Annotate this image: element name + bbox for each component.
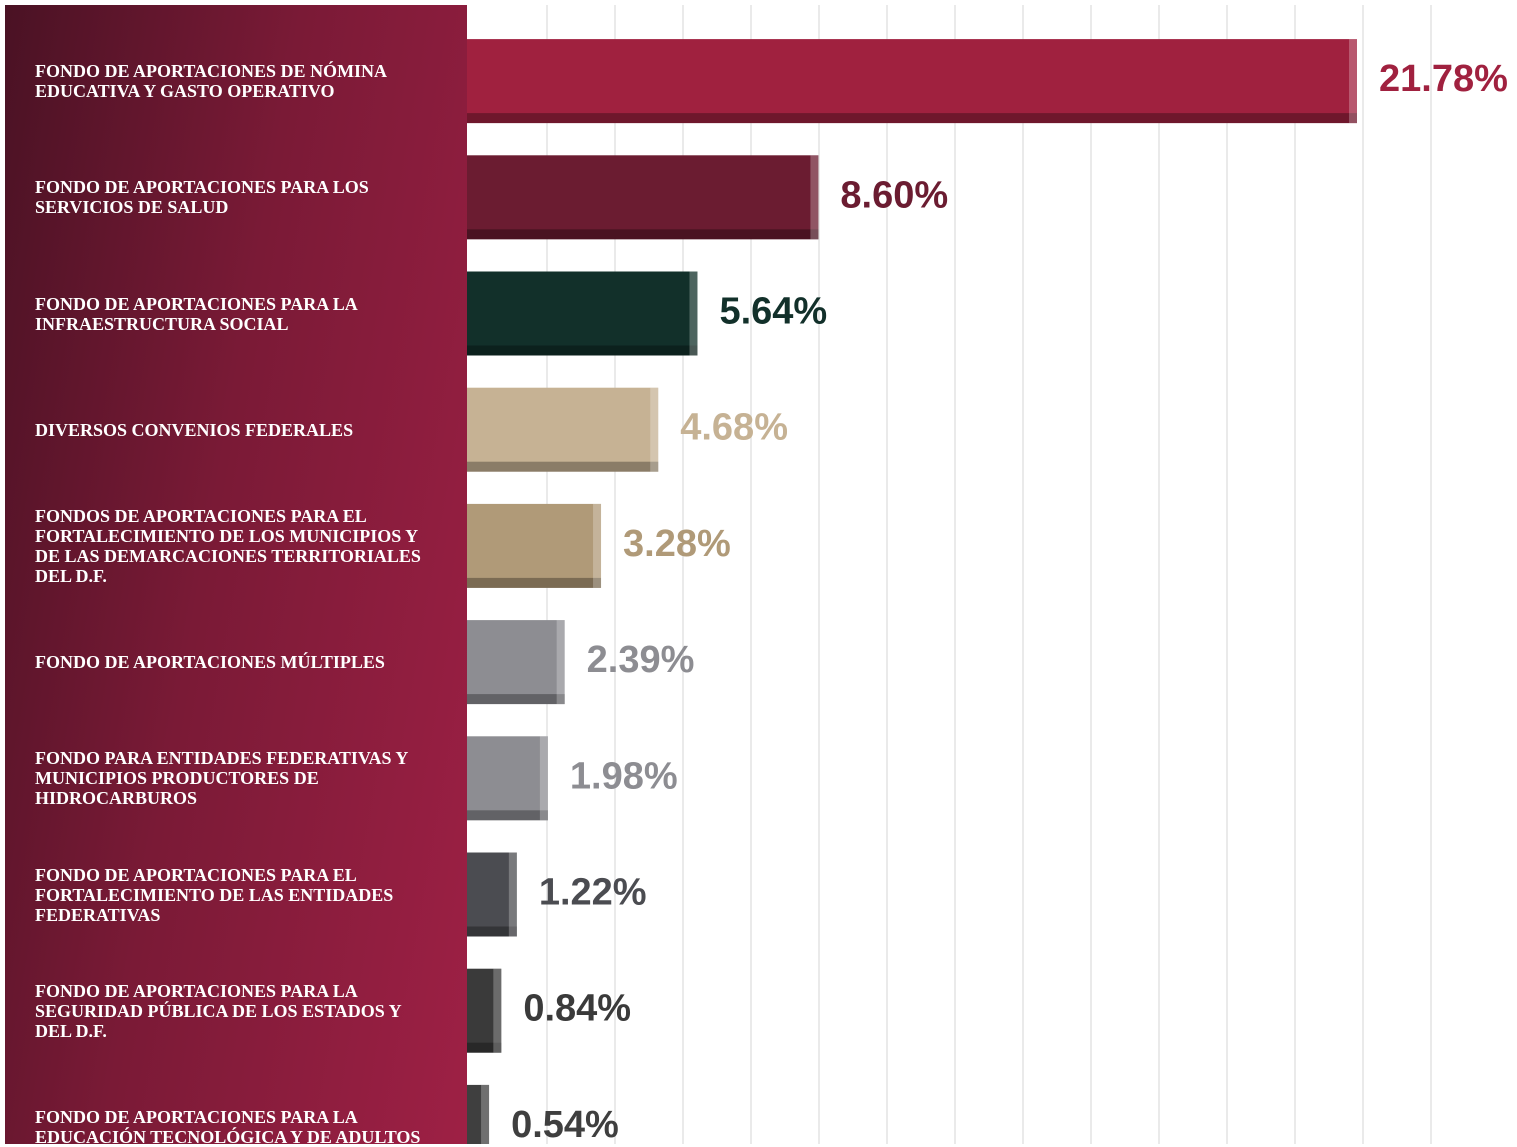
bar-edge bbox=[556, 620, 565, 705]
bar-edge bbox=[593, 503, 602, 588]
bar-shadow bbox=[467, 113, 1357, 124]
bar-shadow bbox=[467, 577, 602, 588]
bar bbox=[467, 968, 502, 1053]
bar-edge bbox=[810, 155, 819, 240]
bar-group bbox=[467, 39, 1357, 124]
value-label: 3.28% bbox=[623, 523, 731, 565]
bar-shadow bbox=[467, 1042, 502, 1053]
category-label: FONDO DE APORTACIONES MÚLTIPLES bbox=[35, 652, 385, 673]
bar bbox=[467, 39, 1357, 124]
bar-group bbox=[467, 620, 565, 705]
bar-edge bbox=[508, 852, 517, 937]
bar-shadow bbox=[467, 926, 517, 937]
bar-edge bbox=[1349, 39, 1357, 124]
bar-shadow bbox=[467, 810, 548, 821]
category-label: FONDO DE APORTACIONES PARA LA INFRAESTRU… bbox=[35, 293, 357, 334]
bar bbox=[467, 387, 659, 472]
bar-shadow bbox=[467, 694, 565, 705]
label-panel bbox=[5, 5, 467, 1144]
bar-group bbox=[467, 387, 659, 472]
value-label: 4.68% bbox=[680, 407, 788, 449]
bar bbox=[467, 503, 602, 588]
bar-group bbox=[467, 271, 698, 356]
category-label: FONDO PARA ENTIDADES FEDERATIVAS Y MUNIC… bbox=[35, 748, 408, 809]
bar-group bbox=[467, 1084, 490, 1144]
category-label: FONDO DE APORTACIONES PARA LA SEGURIDAD … bbox=[35, 980, 401, 1041]
category-label: FONDO DE APORTACIONES PARA LOS SERVICIOS… bbox=[35, 177, 369, 218]
bar-shadow bbox=[467, 461, 659, 472]
bar-group bbox=[467, 155, 819, 240]
bar-group bbox=[467, 852, 517, 937]
category-label: FONDOS DE APORTACIONES PARA EL FORTALECI… bbox=[35, 505, 421, 586]
bar-edge bbox=[481, 1084, 490, 1144]
bar-group bbox=[467, 968, 502, 1053]
value-label: 1.98% bbox=[570, 755, 678, 797]
value-label: 21.78% bbox=[1379, 58, 1508, 100]
value-label: 1.22% bbox=[539, 872, 647, 914]
bar bbox=[467, 155, 819, 240]
bar-shadow bbox=[467, 229, 819, 240]
bar-shadow bbox=[467, 345, 698, 356]
category-label: FONDO DE APORTACIONES DE NÓMINA EDUCATIV… bbox=[35, 61, 387, 102]
bar-edge bbox=[493, 968, 502, 1053]
bar bbox=[467, 852, 517, 937]
bar-edge bbox=[539, 736, 548, 821]
category-label: FONDO DE APORTACIONES PARA LA EDUCACIÓN … bbox=[35, 1106, 421, 1147]
bar-group bbox=[467, 736, 548, 821]
value-label: 2.39% bbox=[587, 639, 695, 681]
bar-group bbox=[467, 503, 602, 588]
bar-edge bbox=[650, 387, 659, 472]
category-label: DIVERSOS CONVENIOS FEDERALES bbox=[35, 419, 354, 440]
bar-edge bbox=[689, 271, 698, 356]
value-label: 0.54% bbox=[511, 1104, 619, 1144]
bar bbox=[467, 271, 698, 356]
category-label: FONDO DE APORTACIONES PARA EL FORTALECIM… bbox=[35, 864, 394, 925]
bar bbox=[467, 620, 565, 705]
bar bbox=[467, 1084, 490, 1144]
value-label: 0.84% bbox=[523, 988, 631, 1030]
value-label: 5.64% bbox=[719, 291, 827, 333]
value-label: 8.60% bbox=[840, 174, 948, 216]
bar bbox=[467, 736, 548, 821]
